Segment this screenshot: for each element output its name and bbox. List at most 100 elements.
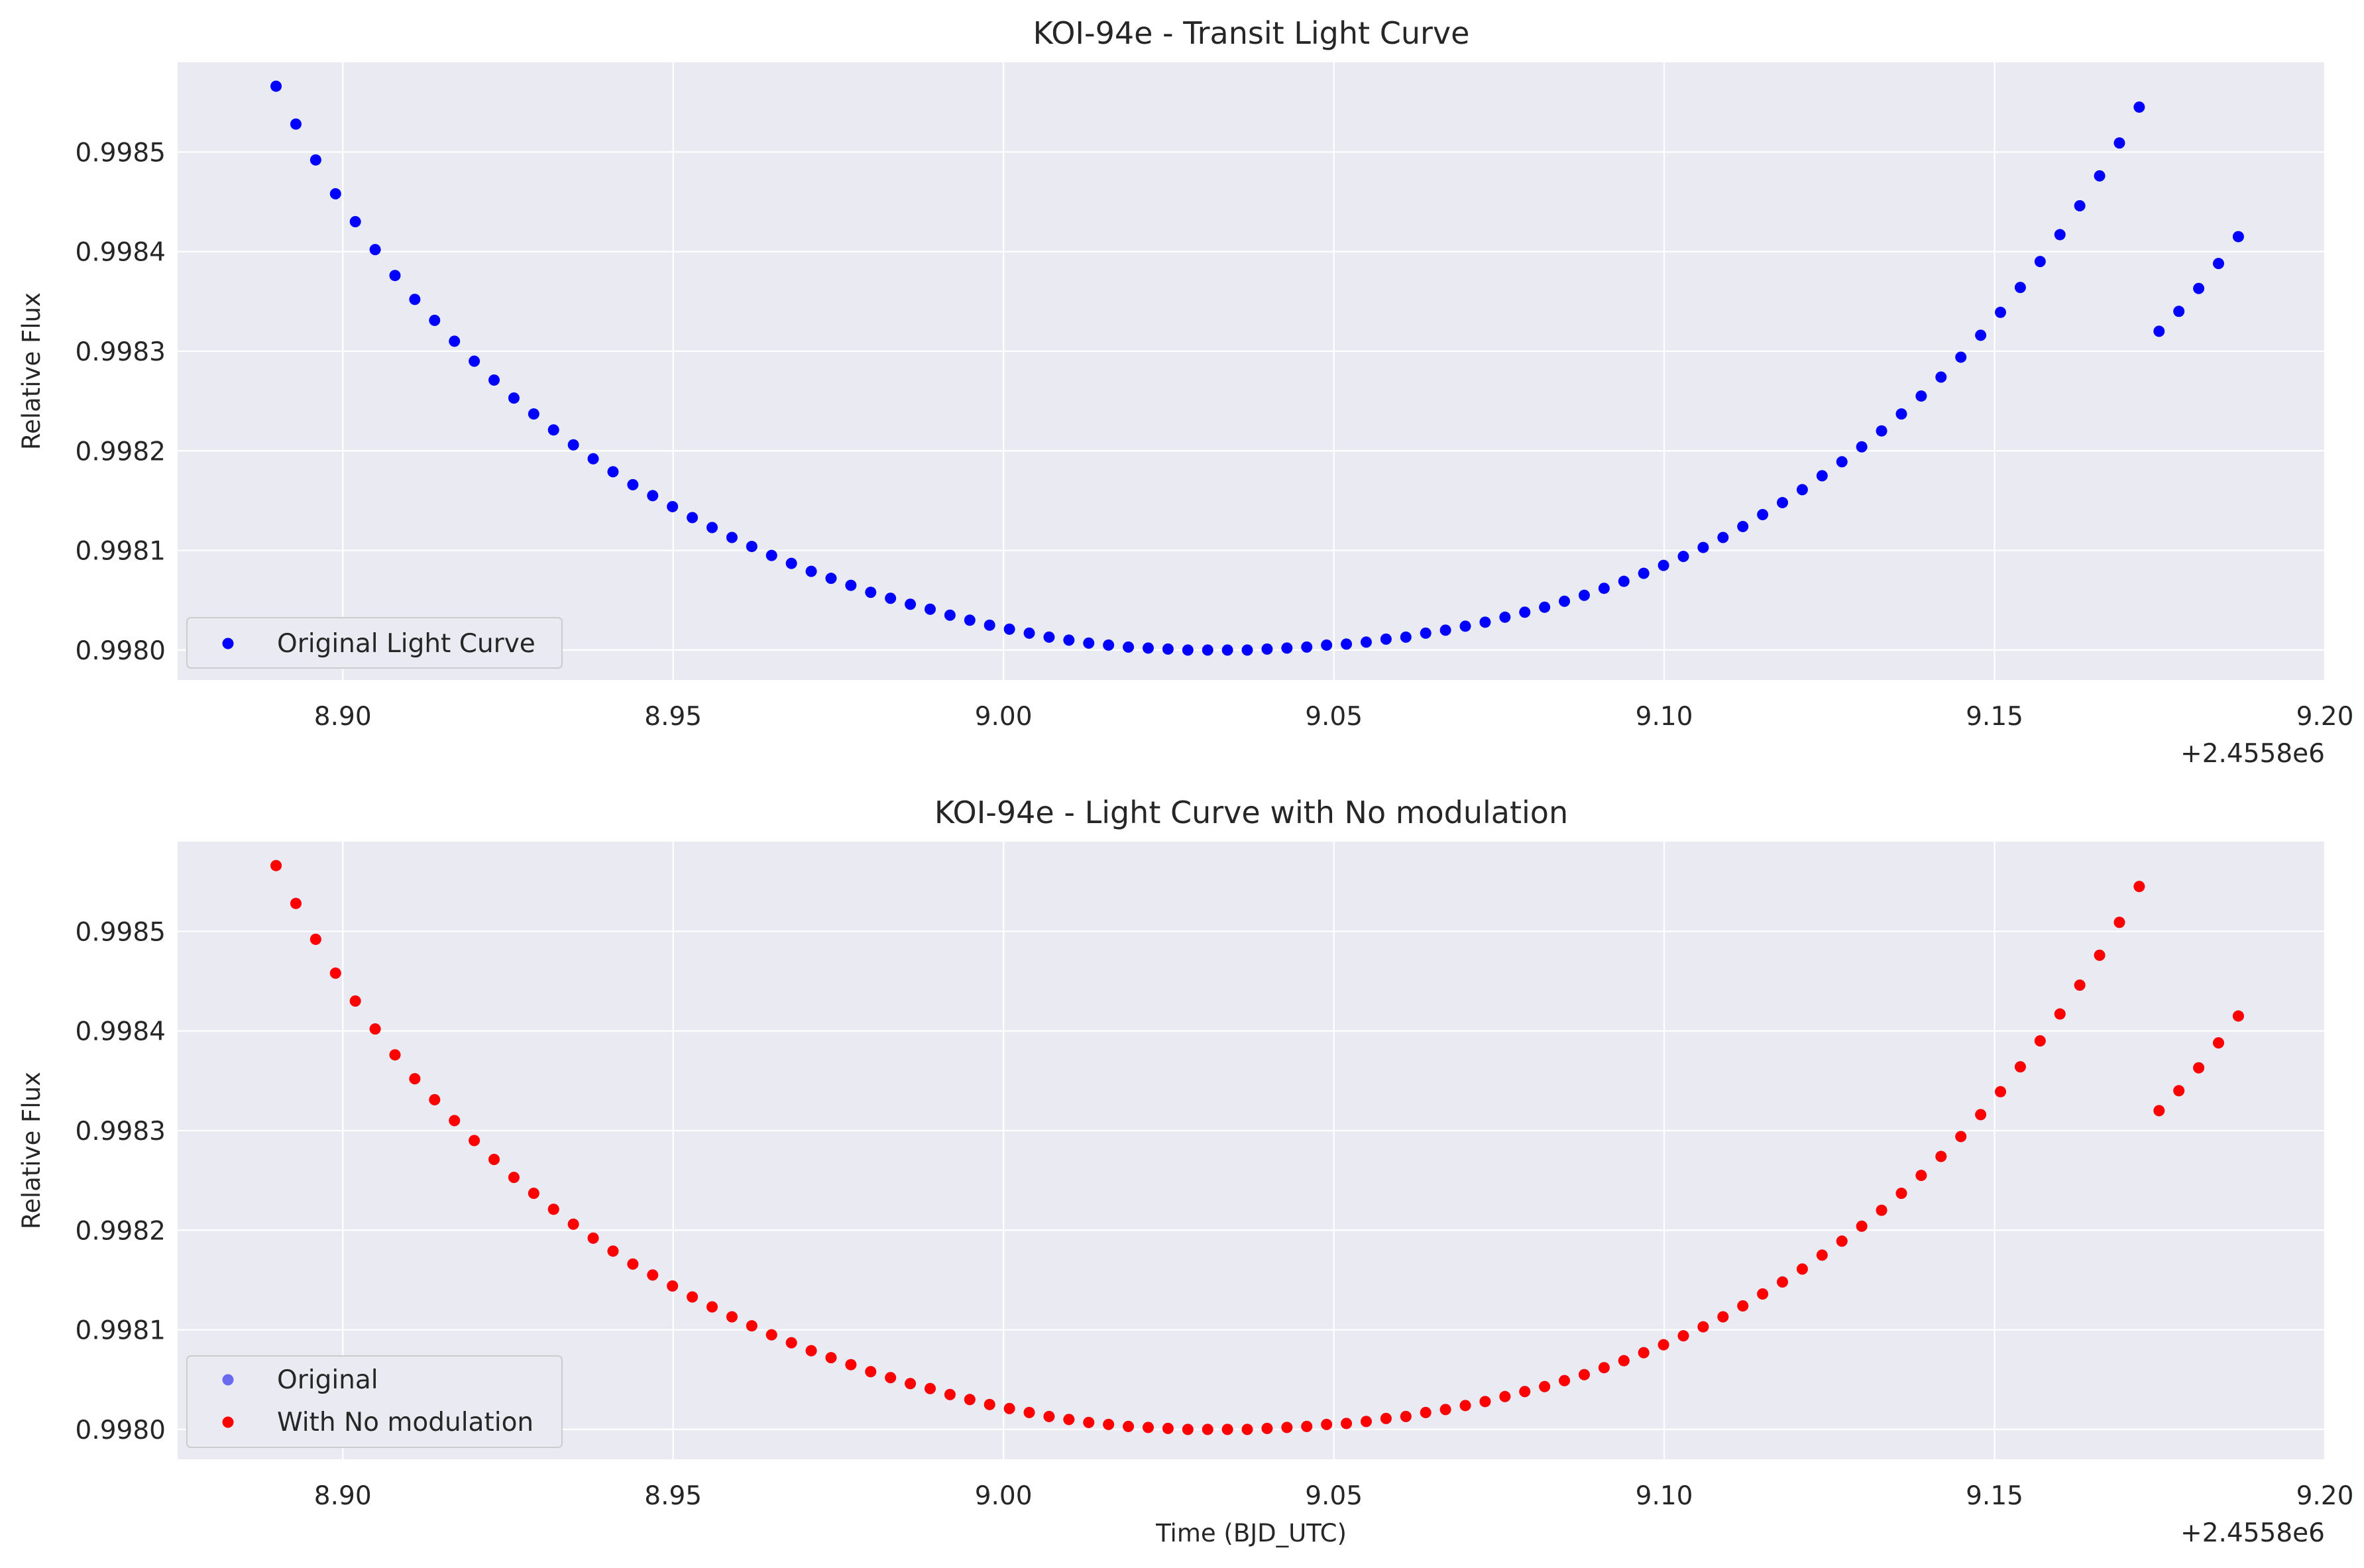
top-x-tick-labels: 8.90 8.95 9.00 9.05 9.10 9.15 9.20 [314, 702, 2354, 732]
data-point [1360, 1416, 1372, 1428]
data-point [270, 860, 282, 871]
data-point [2153, 325, 2165, 337]
data-point [746, 541, 758, 553]
data-point [1895, 1188, 1907, 1200]
y-tick-label: 0.9981 [76, 1316, 166, 1346]
data-point [1023, 1406, 1035, 1418]
data-point [1241, 1424, 1253, 1435]
x-tick-label: 9.05 [1305, 702, 1363, 732]
data-point [1341, 1418, 1353, 1429]
data-point [1321, 1418, 1333, 1430]
data-point [1816, 1249, 1828, 1261]
data-point [2014, 1061, 2026, 1073]
y-tick-label: 0.9981 [76, 537, 166, 567]
data-point [1380, 633, 1392, 645]
data-point [687, 1291, 699, 1303]
top-chart-panel: KOI-94e - Transit Light Curve 8.90 8.95 9.… [17, 15, 2353, 769]
data-point [2113, 917, 2125, 928]
y-tick-label: 0.9984 [76, 238, 166, 268]
top-y-tick-labels: 0.9980 0.9981 0.9982 0.9983 0.9984 0.9985 [76, 138, 166, 666]
x-tick-label: 9.20 [2296, 1481, 2354, 1511]
x-tick-label: 9.15 [1966, 1481, 2023, 1511]
data-point [310, 933, 321, 945]
data-point [1995, 306, 2007, 318]
data-point [2094, 170, 2106, 182]
top-legend: Original Light Curve [186, 617, 563, 669]
data-point [567, 1218, 579, 1230]
bottom-legend: Original With No modulation [186, 1355, 563, 1448]
data-point [1737, 1300, 1749, 1312]
data-point [1618, 575, 1630, 587]
x-tick-label: 9.05 [1305, 1481, 1363, 1511]
top-chart-title: KOI-94e - Transit Light Curve [1033, 15, 1470, 51]
data-point [1816, 470, 1828, 482]
data-point [746, 1320, 758, 1332]
data-point [1083, 1416, 1095, 1428]
bottom-y-axis-label: Relative Flux [17, 1072, 46, 1229]
data-point [488, 374, 500, 386]
data-point [706, 1301, 718, 1313]
data-point [1915, 1170, 1927, 1182]
data-point [1301, 641, 1313, 653]
data-point [964, 1394, 976, 1406]
data-point [607, 466, 619, 478]
top-plot-area [178, 62, 2325, 680]
data-point [2034, 1035, 2046, 1047]
data-point [587, 1232, 599, 1244]
data-point [2232, 1010, 2244, 1022]
data-point [1856, 1220, 1868, 1232]
data-point [1618, 1355, 1630, 1367]
data-point [2212, 258, 2224, 270]
data-point [329, 188, 341, 199]
data-point [1123, 641, 1135, 653]
data-point [409, 294, 421, 306]
data-point [1400, 631, 1412, 643]
data-point [429, 314, 441, 326]
data-point [627, 1258, 639, 1270]
data-point [587, 453, 599, 465]
data-point [984, 619, 995, 631]
data-point [2113, 137, 2125, 149]
data-point [1757, 1288, 1769, 1300]
data-point [845, 1359, 857, 1371]
data-point [1341, 638, 1353, 650]
bottom-data-points [270, 860, 2244, 1435]
data-point [1241, 644, 1253, 656]
x-tick-label: 8.95 [644, 1481, 702, 1511]
data-point [2212, 1037, 2224, 1049]
data-point [1638, 567, 1650, 579]
data-point [2173, 1085, 2185, 1097]
data-point [1777, 496, 1789, 508]
data-point [1459, 1400, 1471, 1412]
data-point [1003, 623, 1015, 635]
y-tick-label: 0.9982 [76, 437, 166, 467]
bottom-legend-label-no-modulation: With No modulation [277, 1408, 534, 1437]
data-point [349, 995, 361, 1007]
data-point [1360, 636, 1372, 648]
data-point [488, 1154, 500, 1166]
data-point [845, 579, 857, 591]
data-point [290, 118, 302, 130]
data-point [1697, 1321, 1709, 1333]
data-point [865, 587, 877, 598]
data-point [785, 557, 797, 569]
data-point [765, 1329, 777, 1341]
y-tick-label: 0.9983 [76, 337, 166, 367]
data-point [469, 355, 480, 367]
data-point [310, 154, 321, 166]
data-point [409, 1073, 421, 1085]
x-tick-label: 9.20 [2296, 702, 2354, 732]
y-tick-label: 0.9980 [76, 1416, 166, 1445]
data-point [1796, 484, 1808, 496]
data-point [1420, 1406, 1432, 1418]
data-point [1598, 1362, 1610, 1374]
bottom-x-tick-labels: 8.90 8.95 9.00 9.05 9.10 9.15 9.20 [314, 1481, 2354, 1511]
data-point [667, 1280, 679, 1292]
data-point [1955, 351, 1967, 363]
data-point [349, 216, 361, 228]
data-point [1221, 644, 1233, 656]
data-point [726, 532, 738, 543]
data-point [627, 478, 639, 490]
data-point [547, 424, 559, 436]
data-point [508, 1172, 520, 1184]
